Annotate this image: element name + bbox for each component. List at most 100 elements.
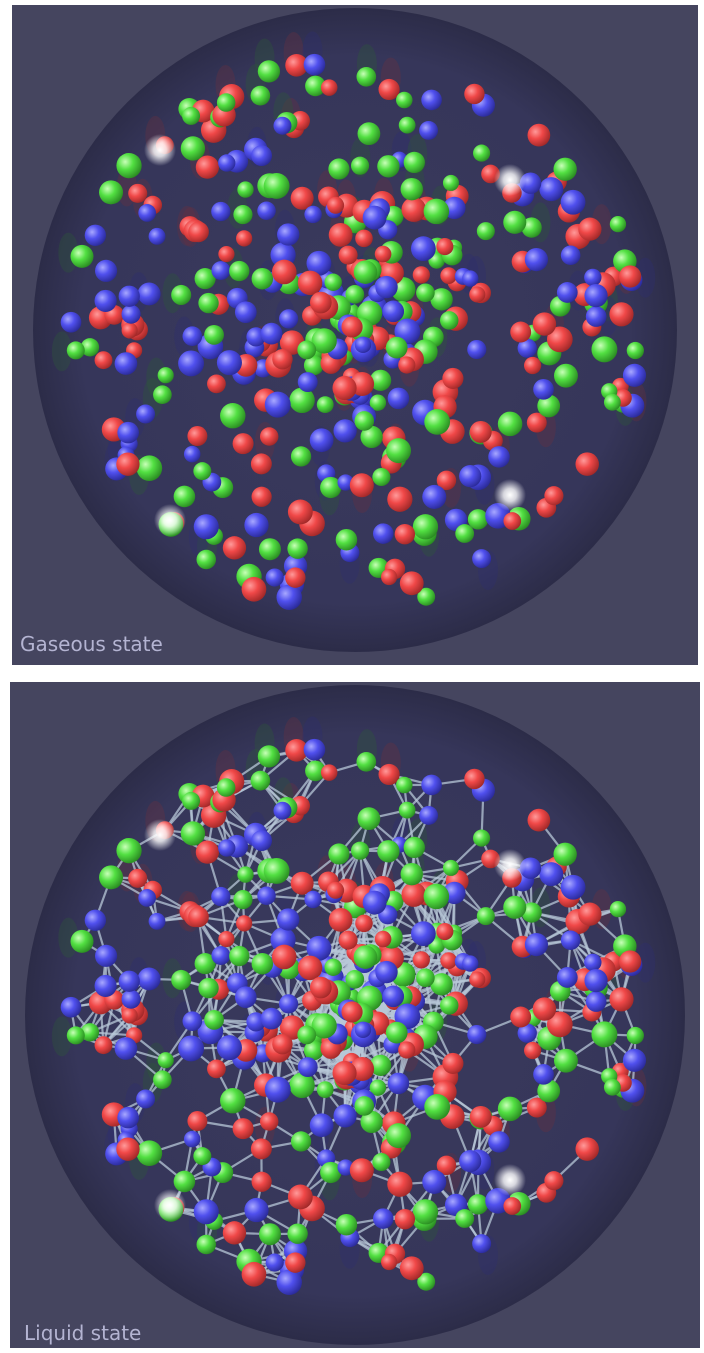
atom [372,1152,391,1172]
atom [279,309,299,329]
atom [556,282,578,303]
atom [234,301,257,324]
atom [198,292,219,314]
atom [469,1105,492,1128]
atom [419,806,439,825]
atom [117,421,139,444]
atom [355,229,373,248]
atom [362,890,387,915]
atom [416,283,435,303]
atom [260,322,283,345]
atom [271,259,297,285]
atom [229,945,250,967]
atom [360,1110,383,1134]
atom [382,300,405,323]
atom [372,467,391,487]
atom [537,394,561,418]
atom [464,83,485,105]
atom [324,273,342,291]
light-glow [494,164,526,196]
atom [455,1209,475,1228]
atom [251,1171,272,1192]
atom [136,404,156,424]
atom [94,289,117,312]
atom [136,455,163,481]
atom [128,868,148,888]
atom [173,1170,196,1193]
atom [381,568,398,586]
atom [153,385,172,405]
atom [401,882,427,907]
atom [218,245,235,263]
atom [399,1256,424,1281]
atom [467,509,489,530]
atom [220,1087,246,1114]
atom [241,1261,267,1287]
atom [442,174,459,191]
atom [396,91,413,109]
atom [304,890,322,909]
atom [66,341,85,360]
atom [476,222,495,241]
atom [387,387,410,410]
atom [521,902,542,923]
atom [116,452,140,476]
atom [216,93,236,112]
atom [584,268,602,287]
atom [290,186,314,210]
atom [273,801,292,820]
atom [374,930,392,948]
atom [114,352,138,375]
atom [289,387,315,414]
atom [396,776,413,794]
atom [194,268,216,290]
atom [609,215,627,233]
atom [423,883,450,910]
atom [116,152,142,179]
atom [472,1234,492,1254]
atom [546,326,573,353]
atom [401,197,427,222]
atom [488,1131,510,1153]
atom [136,1089,156,1109]
atom [328,843,350,865]
atom [354,1021,372,1039]
atom [436,923,454,941]
atom [488,446,510,468]
atom [80,1023,100,1042]
atom [578,217,602,241]
atom [216,778,236,797]
atom [362,205,387,230]
atom [373,523,394,544]
atom [246,327,266,347]
atom [121,1007,138,1024]
atom [263,857,290,884]
atom [345,970,365,989]
atom [462,955,479,972]
atom [584,284,608,308]
atom [464,768,485,790]
atom [609,302,634,327]
atom [618,950,642,973]
atom [374,245,392,263]
atom [277,223,300,246]
atom [603,1078,621,1096]
atom [303,738,326,761]
atom [417,1272,436,1291]
atom [412,951,430,969]
atom [324,958,342,976]
atom [422,1169,447,1194]
atom [544,1171,564,1191]
shadow-blob [635,942,656,983]
atom [137,282,161,306]
atom [609,987,634,1012]
atom [193,462,212,481]
atom [276,1269,302,1295]
atom [386,438,412,464]
atom [537,1079,561,1103]
atom [467,339,487,360]
atom [503,895,527,919]
atom [584,969,608,993]
atom [196,549,217,570]
atom [539,862,564,887]
